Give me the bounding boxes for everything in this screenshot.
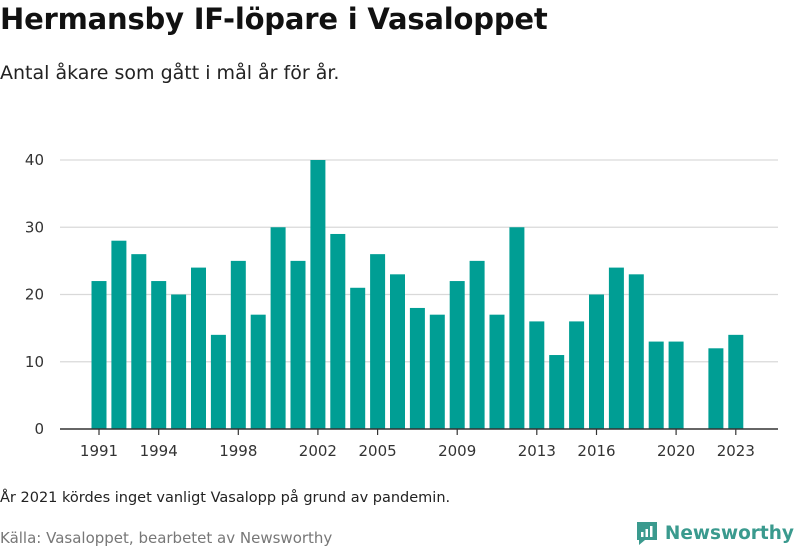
axes: 0 10 20 30 40 1991 1994 1998 2002 2005 2009 2013 201… xyxy=(25,151,778,460)
bar-2002 xyxy=(310,160,326,429)
x-tick-label: 2002 xyxy=(299,442,337,460)
chart-title: Hermansby IF-löpare i Vasaloppet xyxy=(0,2,548,36)
bars xyxy=(91,160,744,429)
bar-2017 xyxy=(608,267,624,429)
x-tick-label: 2020 xyxy=(657,442,695,460)
bar-2004 xyxy=(350,287,366,429)
newsworthy-icon xyxy=(636,522,657,545)
x-tick-label: 2016 xyxy=(577,442,615,460)
bar-2022 xyxy=(708,348,724,429)
chart-subtitle: Antal åkare som gått i mål år för år. xyxy=(0,62,340,84)
bar-2011 xyxy=(489,314,505,429)
bar-2000 xyxy=(270,227,286,429)
bar-2005 xyxy=(370,254,386,429)
newsworthy-logo: Newsworthy xyxy=(635,520,794,546)
x-tick-label: 2005 xyxy=(359,442,397,460)
bar-2007 xyxy=(409,307,425,429)
y-tick-label: 40 xyxy=(25,151,44,169)
bar-2014 xyxy=(549,355,565,429)
bar-2016 xyxy=(589,294,604,429)
x-tick-label: 1991 xyxy=(80,442,118,460)
x-tick-label: 1998 xyxy=(219,442,257,460)
bar-1997 xyxy=(210,334,226,429)
x-tick-label: 2013 xyxy=(518,442,556,460)
x-tick-label: 1994 xyxy=(140,442,178,460)
bar-1999 xyxy=(250,314,266,429)
source-note: Källa: Vasaloppet, bearbetet av Newswort… xyxy=(0,529,333,547)
footnote: År 2021 kördes inget vanligt Vasalopp på… xyxy=(0,490,451,506)
bar-2003 xyxy=(330,233,346,429)
bar-1994 xyxy=(151,281,167,429)
bar-2010 xyxy=(469,260,485,429)
bar-2006 xyxy=(390,274,405,429)
y-tick-label: 10 xyxy=(25,353,44,371)
bar-2012 xyxy=(509,227,525,429)
x-tick-label: 2023 xyxy=(717,442,755,460)
bar-1998 xyxy=(230,260,246,429)
bar-1996 xyxy=(191,267,206,429)
y-tick-label: 0 xyxy=(34,420,44,438)
bar-2019 xyxy=(648,341,664,429)
y-tick-label: 20 xyxy=(25,286,44,304)
bar-2018 xyxy=(628,274,644,429)
bar-2008 xyxy=(429,314,445,429)
y-tick-label: 30 xyxy=(25,218,44,236)
brand-name: Newsworthy xyxy=(664,522,794,544)
bar-2023 xyxy=(728,334,744,429)
bar-1995 xyxy=(171,294,187,429)
bar-2013 xyxy=(529,321,545,429)
bar-1993 xyxy=(131,254,147,429)
bar-chart: 0 10 20 30 40 1991 1994 1998 2002 2005 2009 2013 201… xyxy=(25,151,778,460)
bar-1992 xyxy=(111,240,127,429)
bar-2015 xyxy=(569,321,585,429)
bar-1991 xyxy=(91,281,107,429)
bar-2001 xyxy=(290,260,306,429)
bar-2009 xyxy=(449,281,465,429)
x-tick-label: 2009 xyxy=(438,442,476,460)
bar-2020 xyxy=(668,341,684,429)
